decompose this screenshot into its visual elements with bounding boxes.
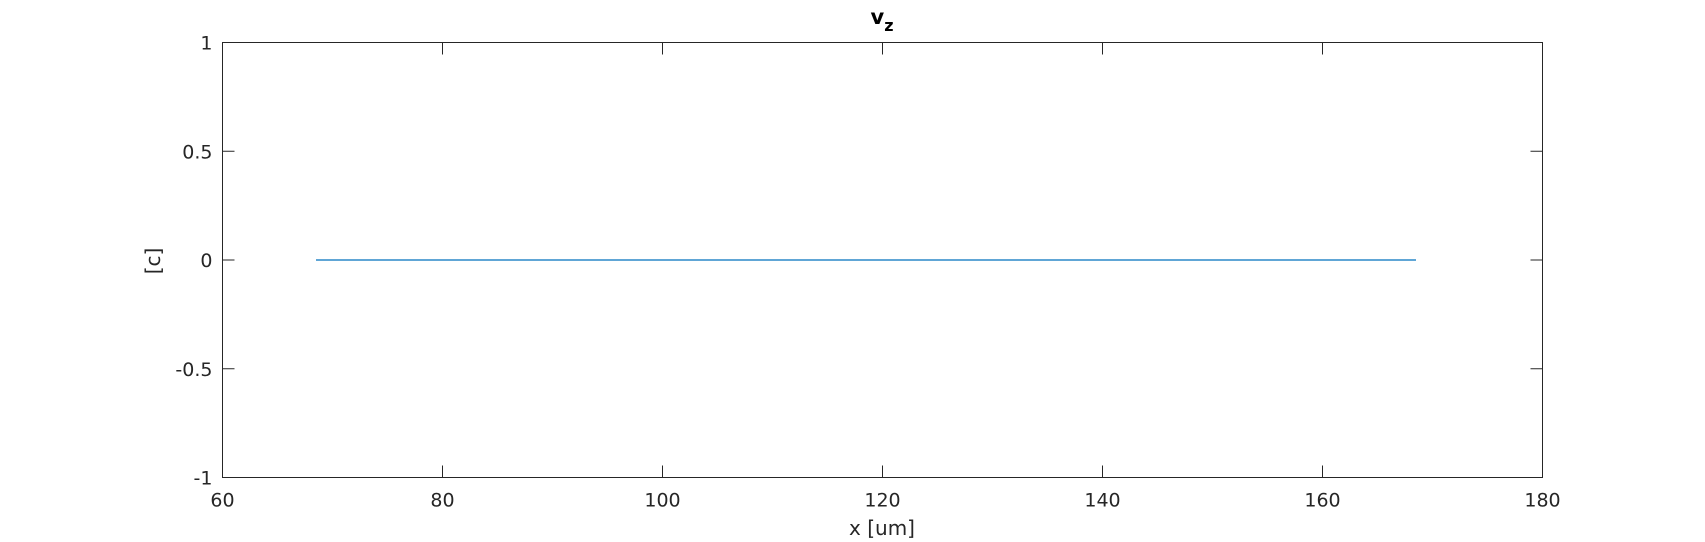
x-tick-label: 140: [1084, 490, 1120, 512]
y-tick-label: -0.5: [175, 359, 212, 381]
x-axis-label: x [um]: [849, 516, 915, 540]
x-tick-label: 60: [210, 490, 234, 512]
y-tick-label: 0.5: [182, 141, 212, 163]
x-tick-label: 120: [864, 490, 900, 512]
y-tick-label: 0: [200, 250, 212, 272]
x-tick-label: 180: [1524, 490, 1560, 512]
chart-title-main: v: [870, 5, 884, 29]
y-tick-label: -1: [194, 468, 213, 490]
x-tick-label: 100: [644, 490, 680, 512]
x-ticks: 60 80 100 120 140 160 180: [210, 42, 1561, 512]
chart-title-subscript: z: [884, 16, 893, 35]
y-ticks: -1 -0.5 0 0.5 1: [175, 33, 1543, 490]
y-axis-label: [c]: [141, 248, 165, 275]
x-tick-label: 80: [430, 490, 454, 512]
chart-title: vz: [870, 5, 893, 35]
y-tick-label: 1: [200, 33, 212, 55]
x-tick-label: 160: [1304, 490, 1340, 512]
